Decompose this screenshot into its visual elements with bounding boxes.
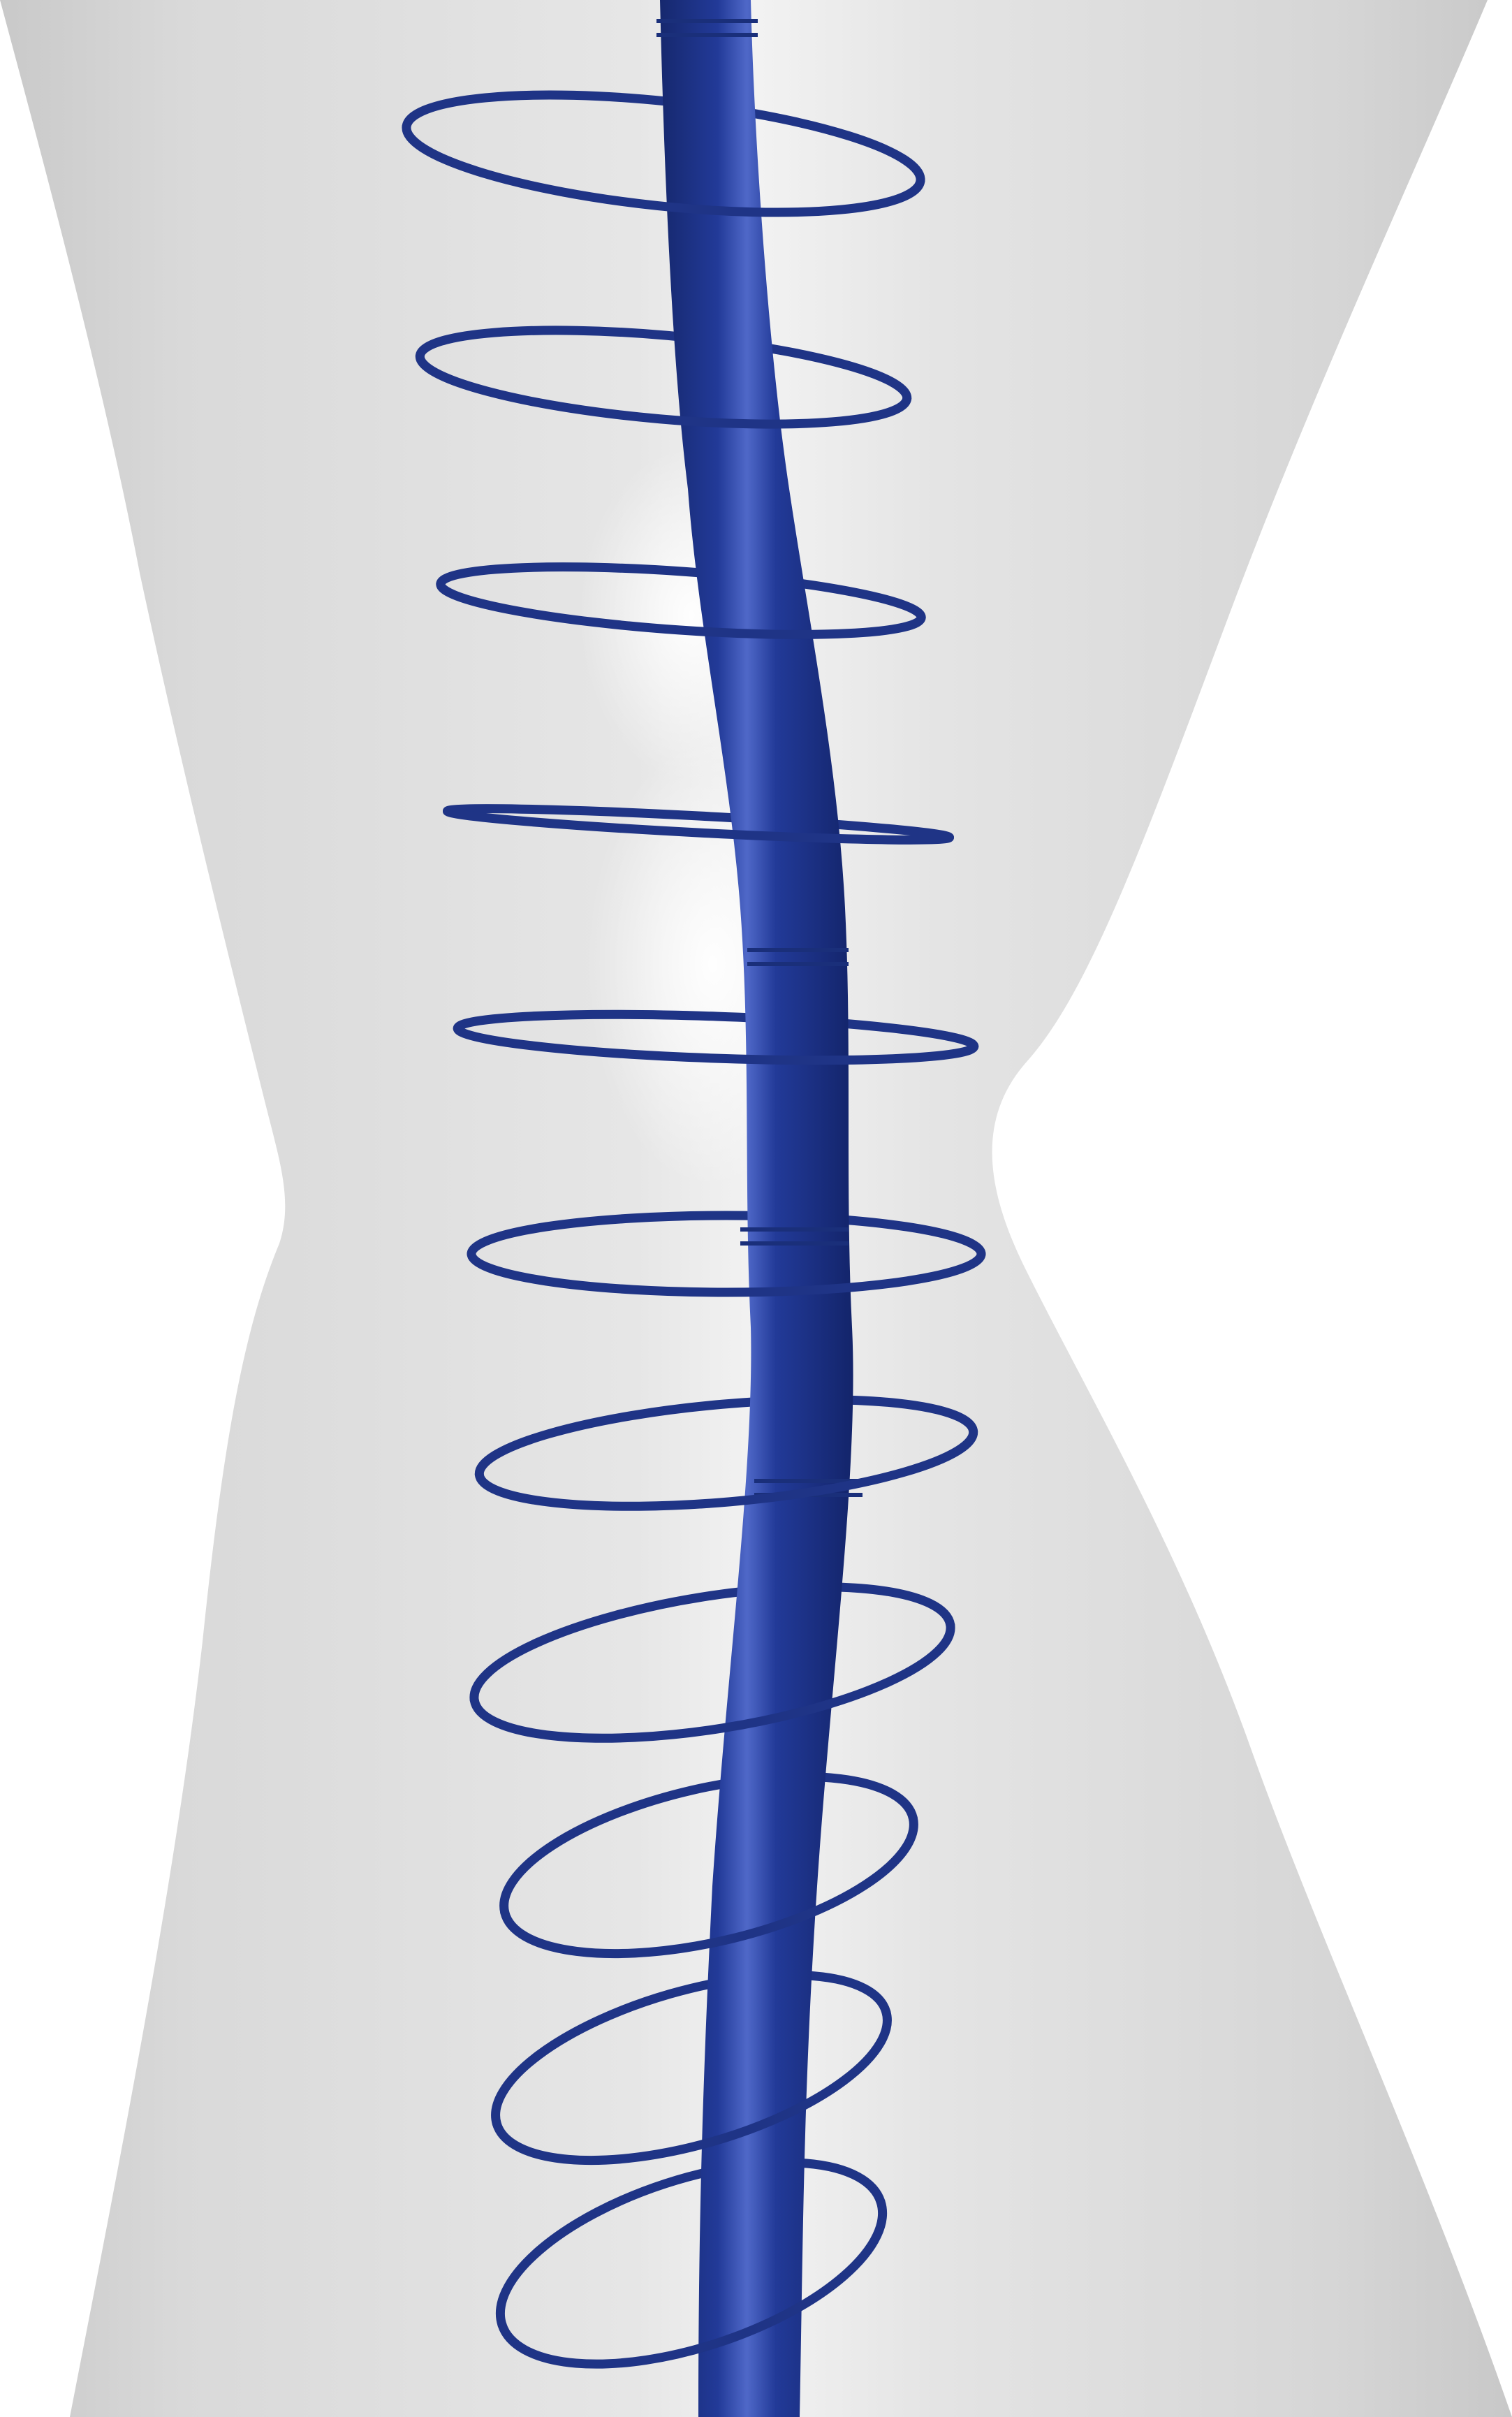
ring-8-front — [469, 1620, 955, 1743]
ring-6-front — [467, 1249, 986, 1297]
ring-7-front — [474, 1426, 978, 1511]
ring-11-front — [497, 2197, 888, 2369]
ring-5-front — [453, 1023, 979, 1065]
ring-3-back — [436, 562, 926, 622]
ring-10-back — [491, 1970, 891, 2128]
ring-2-front — [415, 351, 912, 429]
ring-2-back — [415, 326, 912, 404]
ring-8-back — [469, 1582, 955, 1705]
ring-9-front — [500, 1813, 918, 1959]
ring-front-group — [402, 122, 986, 2369]
ring-4-back — [442, 804, 955, 842]
ring-10-front — [492, 2007, 892, 2166]
ring-3-front — [436, 579, 926, 639]
ring-1-front — [402, 122, 925, 217]
ring-9-back — [499, 1772, 918, 1917]
spinal-rod — [660, 0, 853, 2417]
ring-4-front — [442, 806, 955, 845]
ring-6-back — [467, 1211, 986, 1259]
ring-11-back — [495, 2158, 886, 2330]
ring-7-back — [474, 1395, 978, 1480]
ring-5-back — [453, 1009, 979, 1051]
